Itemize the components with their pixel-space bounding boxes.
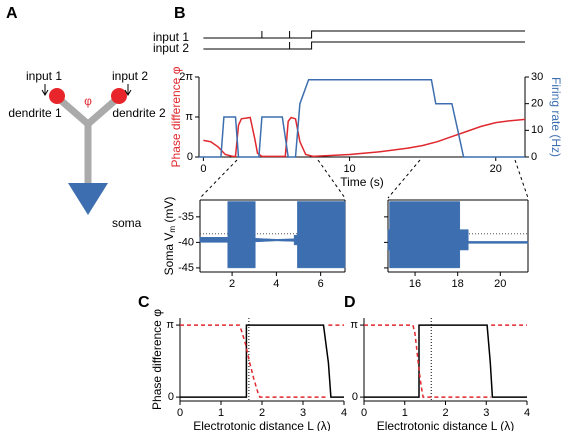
x-tick-label: 4 <box>273 278 279 290</box>
zoom-connector-line <box>199 159 238 199</box>
x-tick-label: 6 <box>318 278 324 290</box>
y-axis-label-text: Soma V <box>162 233 176 276</box>
series-line <box>203 41 525 50</box>
series-line <box>180 324 344 398</box>
y-tick-label: -45 <box>178 262 194 274</box>
x-tick-label: 0 <box>177 407 183 419</box>
x-tick-label: 1 <box>402 407 408 419</box>
x-tick-label: 3 <box>483 407 489 419</box>
y2-tick-label: 10 <box>531 124 543 136</box>
y-axis-label-unit: (mV) <box>162 197 176 226</box>
neuron-diagram: input 1 input 2 φ dendrite 1 dendrite 2 … <box>8 69 166 230</box>
y-tick-label: 0 <box>352 391 358 403</box>
x-axis-label: Electrotonic distance L (λ) <box>377 419 515 431</box>
y-axis-label: Soma Vm (mV) <box>162 197 177 276</box>
zoom-connector <box>199 159 529 199</box>
y-axis-label-subscript: m <box>168 226 177 233</box>
x-tick-label: 10 <box>343 163 355 175</box>
y-tick-label: -40 <box>178 236 194 248</box>
zoom-connector-line <box>514 159 529 199</box>
x-tick-label: 4 <box>341 407 347 419</box>
x-axis-label: Electrotonic distance L (λ) <box>193 419 331 431</box>
x-tick-label: 0 <box>200 163 206 175</box>
series-line <box>203 30 525 39</box>
y-tick-label: 0 <box>187 151 193 163</box>
x-tick-label: 20 <box>490 163 502 175</box>
panel-label: A <box>6 5 18 22</box>
x-tick-label: 1 <box>218 407 224 419</box>
panel-label: C <box>138 294 150 311</box>
trace-label: input 1 <box>153 30 189 44</box>
y-tick-label: 0 <box>168 391 174 403</box>
y-tick-label: π <box>350 319 358 331</box>
x-tick-label: 2 <box>442 407 448 419</box>
soma-shape <box>68 183 108 215</box>
y2-tick-label: 30 <box>531 71 543 83</box>
input-label: input 1 <box>26 69 62 83</box>
series-line <box>180 324 344 398</box>
series-line <box>199 78 525 158</box>
trace-envelope <box>387 201 529 269</box>
x-tick-label: 3 <box>300 407 306 419</box>
dendrite-label: dendrite 1 <box>8 106 62 120</box>
trace-envelope <box>199 201 346 269</box>
trace-label: input 2 <box>153 41 189 55</box>
x-tick-label: 2 <box>259 407 265 419</box>
dendrite-label: dendrite 2 <box>112 106 166 120</box>
zoom-connector-line <box>387 159 421 199</box>
x-tick-label: 2 <box>229 278 235 290</box>
y-axis-label: Phase difference φ <box>169 66 183 167</box>
dendrite-tip <box>111 88 127 104</box>
dendrite-tree <box>54 94 122 185</box>
y-tick-label: π <box>185 111 193 123</box>
x-tick-label: 16 <box>409 278 421 290</box>
x-tick-label: 0 <box>361 407 367 419</box>
x-tick-label: 4 <box>524 407 530 419</box>
y-tick-label: -35 <box>178 211 194 223</box>
input-arrow <box>41 84 49 96</box>
x-axis-label: Time (s) <box>340 175 384 189</box>
zoom-connector-line <box>317 159 346 199</box>
panel-label: B <box>174 5 186 22</box>
y2-axis-label: Firing rate (Hz) <box>549 77 563 157</box>
y2-tick-label: 0 <box>531 151 537 163</box>
series-line <box>364 324 527 398</box>
y-tick-label: π <box>166 319 174 331</box>
dendrite-tip <box>49 88 65 104</box>
y-tick-label: 2π <box>179 71 193 83</box>
x-tick-label: 18 <box>452 278 464 290</box>
y-axis-label: Phase difference φ <box>150 309 164 410</box>
input-label: input 2 <box>112 69 148 83</box>
y2-tick-label: 20 <box>531 98 543 110</box>
series-line <box>203 116 526 158</box>
soma-label: soma <box>112 216 142 230</box>
series-line <box>364 324 527 398</box>
y-axis-label-text: Phase difference φ <box>169 66 183 167</box>
input-arrow <box>124 84 132 96</box>
panel-label: D <box>344 294 356 311</box>
phase-label: φ <box>84 94 92 108</box>
y-axis-label-text: Phase difference φ <box>150 309 164 410</box>
x-tick-label: 20 <box>494 278 506 290</box>
